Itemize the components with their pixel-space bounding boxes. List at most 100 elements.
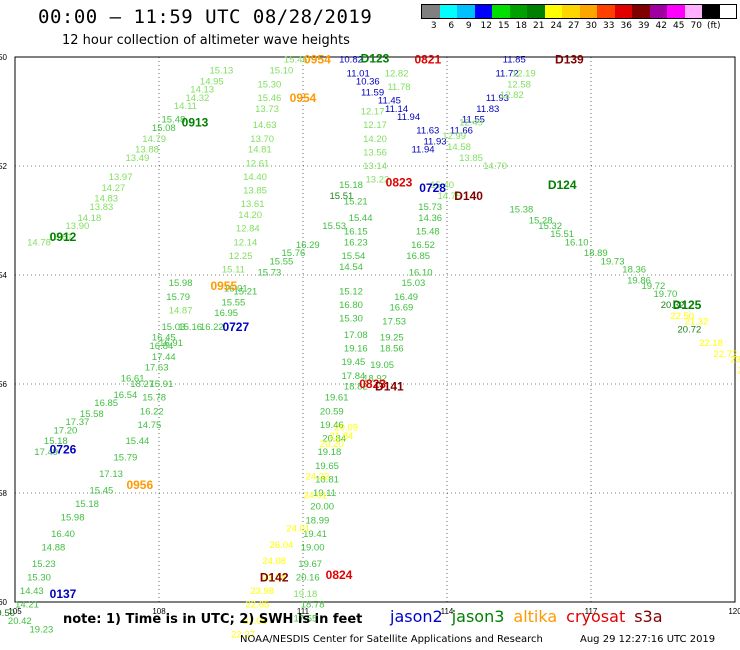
- wave-height-value: 19.18: [318, 447, 342, 458]
- lat-tick-label: -52: [0, 162, 8, 171]
- wave-height-value: 20.00: [310, 502, 334, 513]
- wave-height-value: 12.14: [234, 237, 258, 248]
- wave-height-value: 11.94: [411, 145, 434, 156]
- wave-height-value: 12.84: [236, 224, 260, 235]
- page-title: 00:00 – 11:59 UTC 08/28/2019: [38, 6, 373, 28]
- wave-height-value: 14.70: [483, 161, 507, 172]
- wave-height-value: 18.36: [622, 265, 646, 276]
- wave-height-value: 16.01: [224, 284, 248, 295]
- wave-height-value: 18.92: [363, 374, 387, 385]
- wave-height-value: 15.30: [258, 79, 282, 90]
- legend-labels: 3 6 9 12 15 18 21 24 27 30 33 36 39 42 45 70 (ft): [421, 19, 737, 33]
- lat-tick-label: -58: [0, 489, 8, 498]
- generation-timestamp: Aug 29 12:27:16 UTC 2019: [580, 634, 716, 645]
- wave-height-value: 16.45: [152, 333, 176, 344]
- lon-tick-label: 108: [152, 607, 166, 616]
- wave-height-value: 13.70: [250, 134, 274, 145]
- pass-time-label: 0823: [359, 377, 386, 391]
- wave-height-value: 13.88: [135, 145, 159, 156]
- wave-height-value: 15.38: [510, 205, 534, 216]
- footnote: note: 1) Time is in UTC; 2) SWH is in fe…: [63, 612, 363, 627]
- wave-height-value: 18.99: [306, 515, 330, 526]
- legend-label: 24: [550, 21, 562, 31]
- wave-height-value: 14.78: [27, 237, 51, 248]
- wave-height-value: 11.78: [387, 82, 410, 93]
- wave-height-value: 15.91: [150, 379, 174, 390]
- wave-height-value: 17.53: [382, 316, 406, 327]
- wave-height-value: 11.59: [361, 87, 384, 98]
- wave-height-value: 13.81: [49, 232, 73, 243]
- wave-height-value: 16.49: [394, 292, 418, 303]
- wave-height-value: 15.13: [210, 66, 234, 77]
- wave-height-value: 17.08: [344, 330, 368, 341]
- wave-height-value: 14.11: [174, 101, 197, 112]
- wave-height-value: 13.49: [126, 153, 150, 164]
- wave-height-value: 11.55: [462, 115, 485, 126]
- wave-height-value: 15.44: [126, 436, 150, 447]
- wave-height-value: 15.73: [258, 267, 282, 278]
- wave-height-value: 15.11: [222, 265, 245, 276]
- wave-height-value: 14.54: [339, 262, 363, 273]
- wave-height-value: 16.29: [296, 240, 320, 251]
- legend-swatch: [562, 5, 580, 18]
- wave-height-value: 17.13: [99, 469, 123, 480]
- wave-height-value: 15.58: [80, 409, 104, 420]
- wave-height-value: 22.50: [670, 311, 694, 322]
- wave-height-value: 22.65: [246, 600, 270, 611]
- wave-height-value: 16.80: [339, 300, 363, 311]
- wave-height-value: 13.90: [66, 221, 90, 232]
- legend-swatch: [439, 5, 457, 18]
- pass-time-label: 0823: [386, 175, 413, 189]
- wave-height-value: 12.82: [500, 90, 524, 101]
- wave-height-value: 24.01: [303, 491, 327, 502]
- wave-height-value: 12.17: [361, 107, 385, 118]
- wave-height-value: 11.93: [486, 93, 509, 104]
- wave-height-value: 15.48: [416, 226, 440, 237]
- wave-height-value: 19.67: [298, 559, 322, 570]
- wave-height-value: 15.21: [344, 196, 368, 207]
- pass-time-label: 0821: [414, 53, 441, 67]
- wave-height-value: 24.01: [286, 523, 310, 534]
- wave-height-value: 16.22: [200, 322, 224, 333]
- wave-height-value: 15.03: [162, 322, 186, 333]
- legend-swatch: [474, 5, 492, 18]
- wave-height-value: 11.85: [503, 55, 526, 66]
- lat-tick-label: -56: [0, 380, 8, 389]
- wave-height-value: 19.70: [654, 289, 678, 300]
- wave-height-value: 19.25: [380, 333, 404, 344]
- wave-height-value: 15.98: [61, 513, 85, 524]
- wave-height-value: 15.55: [270, 256, 294, 267]
- wave-height-value: 14.75: [138, 420, 162, 431]
- wave-height-value: 19.16: [344, 344, 368, 355]
- wave-height-value: 17.84: [342, 371, 366, 382]
- wave-height-value: 16.54: [114, 390, 138, 401]
- legend-label: 39: [638, 21, 650, 31]
- legend-label: 6: [448, 21, 455, 31]
- wave-height-value: 14.81: [248, 145, 272, 156]
- pass-time-label: D142: [260, 570, 289, 584]
- satellite-altika: altika: [513, 607, 558, 626]
- wave-height-value: 19.05: [370, 360, 394, 371]
- wave-height-value: 15.53: [322, 221, 346, 232]
- wave-height-value: 12.82: [385, 68, 409, 79]
- wave-height-value: 21.32: [685, 316, 709, 327]
- wave-height-value: 12.61: [246, 158, 270, 169]
- wave-height-value: 14.21: [15, 600, 39, 611]
- satellite-jason2: jason2: [390, 607, 443, 626]
- wave-height-value: 11.45: [378, 96, 401, 107]
- wave-height-value: 15.98: [169, 278, 193, 289]
- pass-time-label: D123: [361, 52, 390, 66]
- wave-height-value: 15.44: [349, 213, 373, 224]
- wave-height-value: 16.91: [159, 338, 183, 349]
- legend-label: 12: [480, 21, 492, 31]
- wave-height-value: 13.61: [241, 199, 265, 210]
- wave-height-value: 11.93: [423, 136, 446, 147]
- wave-height-value: 14.20: [238, 210, 262, 221]
- wave-height-value: 10.36: [356, 77, 380, 88]
- wave-height-value: 17.44: [152, 352, 176, 363]
- wave-height-value: 21.08: [243, 616, 267, 627]
- legend-swatch: [579, 5, 597, 18]
- wave-height-value: 13.22: [366, 175, 390, 186]
- wave-height-value: 23.35: [738, 365, 740, 376]
- wave-height-value: 20.84: [322, 434, 346, 445]
